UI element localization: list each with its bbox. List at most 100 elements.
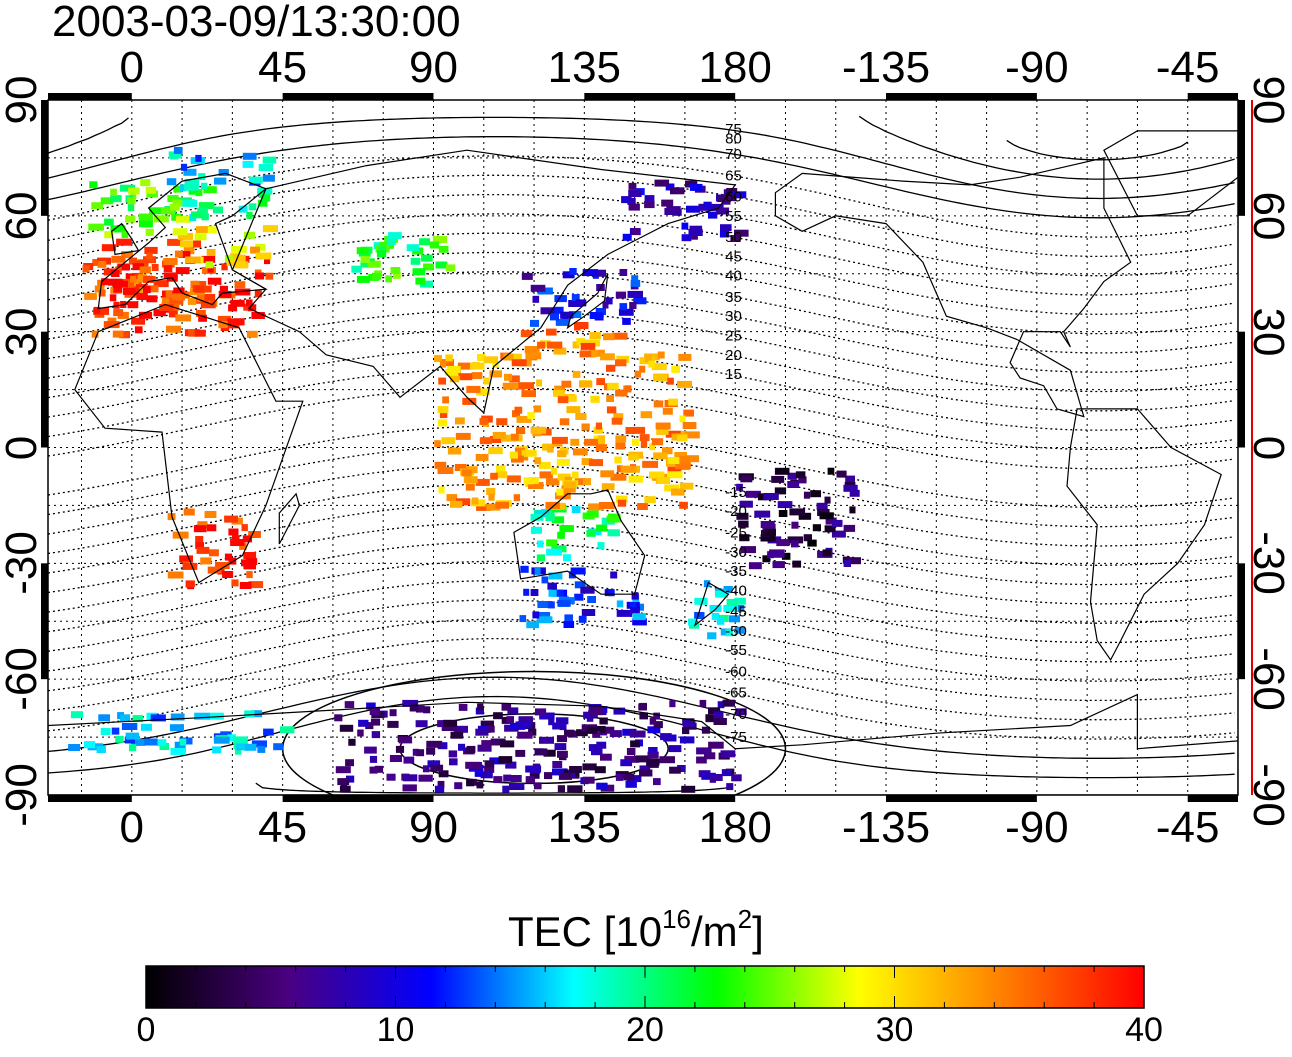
tec-pixel [213,206,223,214]
tec-pixel [728,615,741,623]
tec-pixel [603,333,615,341]
tec-pixel [177,232,193,240]
tec-pixel [250,246,261,254]
tec-pixel [335,766,351,774]
tec-pixel [486,503,501,511]
tec-pixel [416,749,425,757]
tec-pixel [677,380,692,388]
tec-pixel [547,601,555,609]
tec-pixel [476,781,484,789]
tec-pixel [117,263,131,271]
tec-pixel [139,266,151,274]
tec-pixel [696,747,712,755]
tec-pixel [569,311,582,318]
tec-pixel [486,487,496,495]
tec-pixel [546,548,562,556]
tec-pixel [175,314,191,322]
tec-pixel [89,181,98,189]
tec-pixel [205,261,214,269]
tec-pixel [694,597,708,605]
tec-pixel [201,255,216,263]
tec-pixel [588,503,604,511]
tec-pixel [709,775,716,783]
tec-pixel [711,612,720,620]
tec-pixel [474,769,483,777]
tec-pixel [131,317,146,325]
tec-pixel [734,605,745,612]
tec-pixel [620,465,637,473]
tec-pixel [197,207,208,215]
tec-pixel [146,190,158,198]
tec-pixel [345,759,354,767]
tec-pixel [195,226,211,234]
tec-pixel [378,246,386,254]
coastline [97,172,268,310]
tec-pixel [762,523,776,531]
coastline [1103,130,1238,217]
tec-pixel [258,164,273,171]
tec-pixel [582,776,595,784]
tec-pixel [493,776,503,784]
tec-pixel [653,721,663,729]
tec-pixel [596,524,608,532]
tec-pixel [351,265,362,273]
tec-pixel [588,744,602,752]
tec-pixel [195,189,203,197]
tec-pixel [421,254,433,262]
tec-pixel [511,382,525,390]
tec-pixel [386,773,396,781]
tec-pixel [616,609,633,617]
bottom-lon-label: -45 [1155,803,1220,852]
tec-pixel [637,503,648,510]
tec-pixel [668,745,682,753]
tec-pixel [836,470,847,478]
tec-pixel [244,710,255,718]
tec-pixel [640,411,653,419]
tec-pixel [179,555,193,563]
tec-pixel [104,231,114,239]
tec-pixel [681,222,689,230]
tec-pixel [574,581,586,589]
tec-pixel [632,613,646,621]
tec-pixel [217,315,231,323]
tec-pixel [556,458,570,466]
tec-pixel [736,512,749,520]
tec-pixel [639,712,648,720]
tec-pixel [734,229,749,237]
tec-pixel [803,534,812,542]
tec-pixel [582,269,598,277]
coastline [278,492,301,545]
top-lon-label: 0 [119,43,145,92]
tec-pixel [194,329,206,337]
tec-pixel [530,426,547,434]
tec-pixel [366,702,376,710]
tec-pixel [121,723,138,730]
tec-pixel [429,241,440,249]
tec-pixel [571,294,580,302]
tec-pixel [521,390,536,398]
tec-pixel [490,738,506,746]
tec-pixel [423,263,434,271]
tec-pixel [475,454,489,461]
tec-pixel [84,741,96,749]
tec-pixel [525,352,542,360]
tec-pixel [244,743,257,751]
tec-pixel [518,382,535,390]
tec-pixel [93,306,101,314]
tec-pixel [592,730,601,738]
tec-pixel [169,724,184,732]
tec-pixel [180,240,194,248]
tec-pixel [677,765,686,772]
tec-pixel [243,303,251,311]
tec-pixel [527,412,535,420]
tec-pixel [496,418,508,426]
tec-pixel [156,739,167,747]
tec-pixel [459,373,473,381]
tec-pixel [441,724,457,731]
tec-pixel [563,621,575,628]
tec-pixel [546,539,558,547]
tec-pixel [430,764,444,772]
tec-pixel [648,747,658,754]
tec-pixel [573,448,588,456]
tec-pixel [524,346,540,353]
